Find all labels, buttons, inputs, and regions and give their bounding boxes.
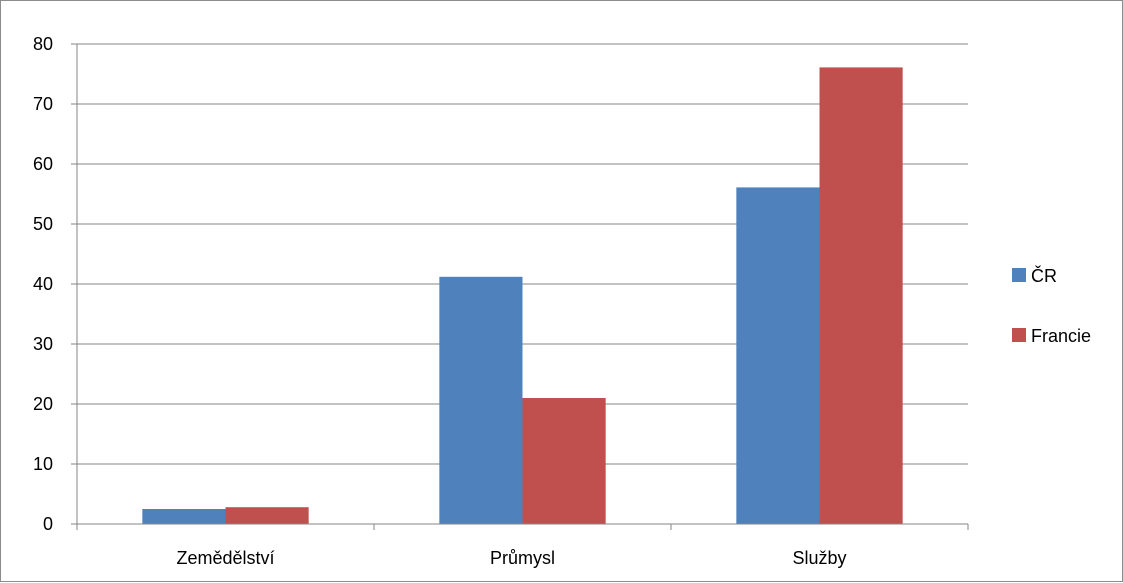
bar [142, 509, 226, 524]
legend-swatch [1012, 268, 1026, 282]
bar [736, 187, 820, 524]
y-tick-label: 60 [33, 154, 53, 174]
y-tick-label: 80 [33, 34, 53, 54]
y-tick-label: 20 [33, 394, 53, 414]
y-axis-tick-labels: 0 10 20 30 40 50 60 70 80 [33, 34, 53, 534]
bar [439, 276, 523, 524]
legend-label: ČR [1031, 265, 1057, 286]
x-axis-category-labels: Zemědělství Průmysl Služby [176, 548, 846, 568]
x-category-label: Průmysl [490, 548, 555, 568]
axes [71, 43, 969, 530]
bar [819, 67, 903, 525]
bar [522, 398, 606, 524]
legend-label: Francie [1031, 326, 1091, 346]
y-tick-label: 70 [33, 94, 53, 114]
y-tick-label: 50 [33, 214, 53, 234]
x-category-label: Zemědělství [176, 548, 274, 568]
y-tick-label: 40 [33, 274, 53, 294]
y-tick-label: 10 [33, 454, 53, 474]
y-tick-label: 0 [43, 514, 53, 534]
legend-swatch [1012, 328, 1026, 342]
x-category-label: Služby [792, 548, 846, 568]
legend: ČR Francie [1012, 265, 1091, 346]
bar [225, 507, 309, 524]
bars [142, 67, 903, 525]
y-tick-label: 30 [33, 334, 53, 354]
